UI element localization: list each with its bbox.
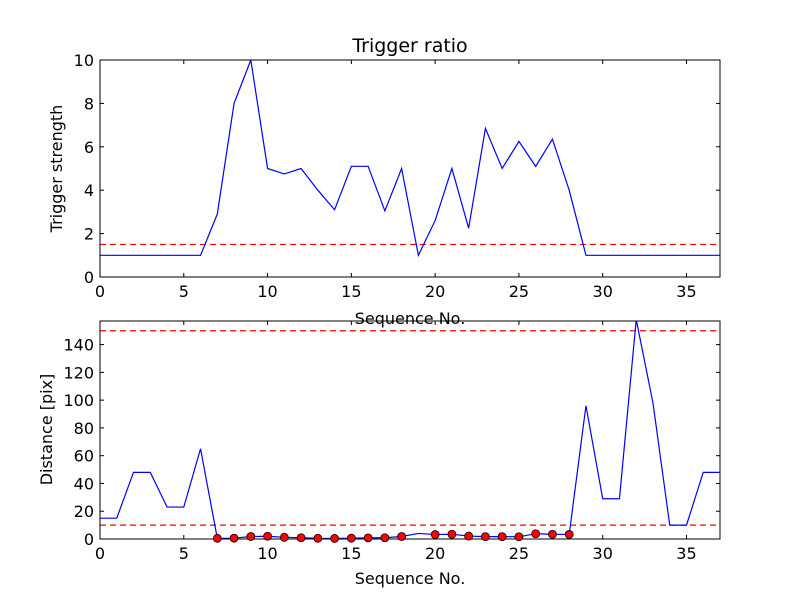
data-point-marker bbox=[430, 530, 440, 539]
data-point-marker bbox=[397, 532, 407, 541]
x-tick-label: 30 bbox=[593, 282, 613, 301]
data-point-marker bbox=[481, 532, 490, 542]
data-point-marker bbox=[548, 529, 557, 539]
series-line bbox=[100, 60, 720, 258]
data-point-marker bbox=[447, 529, 457, 539]
y-axis-label: Trigger strength bbox=[47, 105, 66, 234]
axes-frame bbox=[99, 59, 721, 278]
data-point-marker bbox=[497, 532, 507, 542]
y-tick-label: 6 bbox=[84, 138, 94, 157]
x-tick-label: 35 bbox=[676, 544, 696, 563]
data-point-marker bbox=[330, 534, 339, 543]
x-tick-label: 10 bbox=[257, 282, 277, 301]
x-tick-label: 25 bbox=[509, 282, 529, 301]
data-point-marker bbox=[279, 532, 289, 542]
data-point-marker bbox=[246, 532, 256, 541]
y-axis-label: Distance [pix] bbox=[37, 374, 56, 486]
y-tick-label: 60 bbox=[74, 447, 94, 466]
data-point-marker bbox=[296, 533, 306, 543]
data-point-marker bbox=[380, 533, 390, 543]
data-point-marker bbox=[229, 533, 239, 543]
x-tick-label: 30 bbox=[593, 544, 613, 563]
data-point-marker bbox=[263, 531, 272, 541]
x-tick-label: 20 bbox=[425, 544, 445, 563]
y-tick-label: 0 bbox=[84, 530, 94, 549]
data-point-marker bbox=[363, 533, 373, 543]
y-tick-label: 10 bbox=[74, 51, 94, 70]
x-axis-label: Sequence No. bbox=[355, 309, 466, 328]
data-point-marker bbox=[346, 533, 356, 543]
x-tick-label: 0 bbox=[95, 282, 105, 301]
data-point-marker bbox=[564, 530, 574, 539]
data-point-marker bbox=[212, 533, 222, 543]
y-tick-label: 8 bbox=[84, 94, 94, 113]
plot-area bbox=[100, 60, 720, 258]
x-axis-label: Sequence No. bbox=[355, 569, 466, 588]
plot-area bbox=[100, 321, 720, 539]
ticks: 0 5 10 15 20 25 30 35 0 20 40 60 80 100 120 140 bbox=[63, 321, 720, 563]
y-tick-label: 80 bbox=[74, 419, 94, 438]
distance-chart: Sequence No. Distance [pix] 0 5 10 15 20 25 30… bbox=[37, 320, 721, 588]
x-tick-label: 5 bbox=[179, 544, 189, 563]
x-tick-label: 35 bbox=[676, 282, 696, 301]
data-point-marker bbox=[464, 531, 474, 541]
y-tick-label: 20 bbox=[74, 502, 94, 521]
x-tick-label: 10 bbox=[257, 544, 277, 563]
y-tick-label: 100 bbox=[63, 391, 94, 410]
x-tick-label: 5 bbox=[179, 282, 189, 301]
series-line bbox=[100, 321, 720, 539]
y-tick-label: 140 bbox=[63, 336, 94, 355]
y-tick-label: 4 bbox=[84, 181, 94, 200]
x-tick-label: 15 bbox=[341, 282, 361, 301]
y-tick-label: 0 bbox=[84, 268, 94, 287]
data-point-marker bbox=[514, 532, 524, 542]
x-tick-label: 20 bbox=[425, 282, 445, 301]
chart-title: Trigger ratio bbox=[351, 35, 467, 57]
x-tick-label: 25 bbox=[509, 544, 529, 563]
y-tick-label: 2 bbox=[84, 225, 94, 244]
x-tick-label: 15 bbox=[341, 544, 361, 563]
y-tick-label: 40 bbox=[74, 474, 94, 493]
ticks: 0 5 10 15 20 25 30 35 0 2 4 6 8 10 bbox=[74, 51, 720, 301]
trigger-ratio-chart: Trigger ratio Sequence No. Trigger stren… bbox=[47, 35, 721, 328]
y-tick-label: 120 bbox=[63, 363, 94, 382]
x-tick-label: 0 bbox=[95, 544, 105, 563]
axes-frame bbox=[99, 320, 721, 540]
data-point-marker bbox=[313, 533, 323, 543]
data-point-marker bbox=[531, 529, 541, 539]
